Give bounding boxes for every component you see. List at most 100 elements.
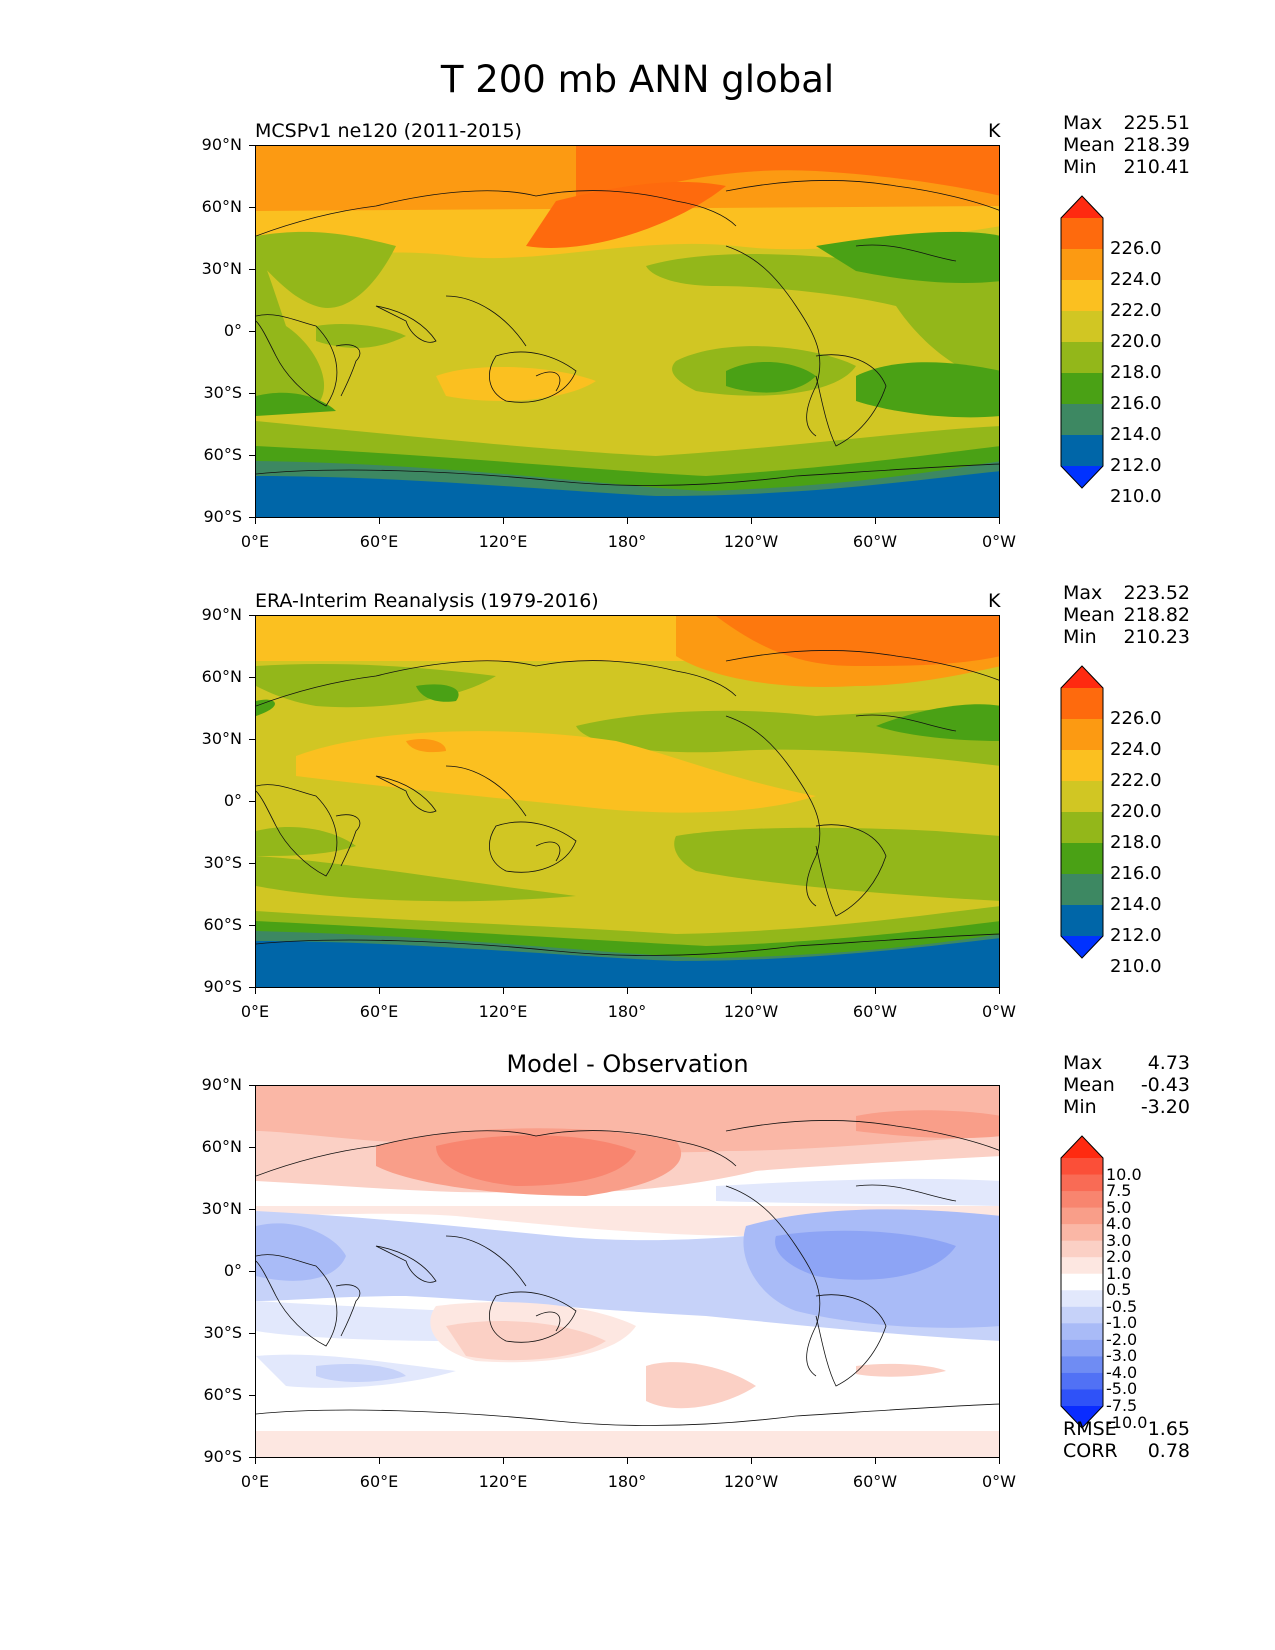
colorbar-swatch (1061, 781, 1103, 813)
colorbar-tick-label: 224.0 (1110, 269, 1162, 290)
rmse-label: RMSE (1063, 1418, 1117, 1440)
colorbar-tick-label: 212.0 (1110, 455, 1162, 476)
lat-label: 90°N (201, 135, 242, 154)
temperature-field (256, 616, 999, 987)
lon-label: 120°W (723, 1002, 779, 1021)
colorbar-tick-label: 222.0 (1110, 770, 1162, 791)
lat-label: 90°N (201, 1075, 242, 1094)
colorbar-swatch (1061, 218, 1103, 250)
lat-label: 90°S (203, 1447, 242, 1466)
coastlines (256, 1120, 999, 1426)
colorbar-tick-label: 0.5 (1106, 1280, 1132, 1300)
lon-label: 120°E (478, 1472, 528, 1491)
colorbar-swatch (1061, 1339, 1103, 1357)
colorbar-outline (1060, 1135, 1104, 1429)
lon-label: 60°E (359, 1002, 399, 1021)
colorbar-swatch (1061, 342, 1103, 374)
rmse-value: 1.65 (1147, 1418, 1190, 1440)
colorbar-swatch (1061, 1290, 1103, 1308)
coastlines (256, 180, 999, 486)
colorbar-swatch (1061, 874, 1103, 906)
colorbar-swatch (1061, 1356, 1103, 1374)
colorbar-extend-min (1061, 1406, 1103, 1428)
colorbar-tick-label: 3.0 (1106, 1230, 1132, 1250)
colorbar-tick-label: 4.0 (1106, 1214, 1132, 1234)
colorbar-tick-label: -1.0 (1106, 1313, 1138, 1333)
colorbar-extend-min (1061, 466, 1103, 488)
colorbar-tick-label: 212.0 (1110, 925, 1162, 946)
colorbar-tick-label: -7.5 (1106, 1396, 1138, 1415)
colorbar-tick-label: 226.0 (1110, 708, 1162, 729)
colorbar-swatch (1061, 750, 1103, 782)
colorbar-swatch (1061, 1158, 1103, 1176)
colorbar-swatch (1061, 1323, 1103, 1341)
colorbar-tick-label: -3.0 (1106, 1346, 1138, 1366)
stat-label: Min (1063, 626, 1097, 648)
lon-label: 0°E (240, 532, 270, 551)
colorbar-tick-label: 216.0 (1110, 393, 1162, 414)
stat-label: Max (1063, 112, 1103, 134)
colorbar: 226.0 224.0 222.0 220.0 218.0 216.0 214.0 212.0… (1060, 665, 1162, 977)
colorbar-extend-min (1061, 936, 1103, 958)
lat-label: 60°N (201, 667, 242, 686)
panel-title: MCSPv1 ne120 (2011-2015) (255, 120, 522, 142)
units-label: K (988, 120, 1001, 142)
lat-label: 60°S (203, 445, 242, 464)
stat-min: -3.20 (1140, 1096, 1190, 1118)
lat-label: 30°S (203, 383, 242, 402)
lon-label: 0°E (240, 1002, 270, 1021)
colorbar-graphic (1060, 665, 1104, 959)
colorbar-tick-label: 218.0 (1110, 832, 1162, 853)
colorbar-swatch (1061, 905, 1103, 937)
colorbar-tick-label: -2.0 (1106, 1329, 1138, 1349)
lat-label: 30°S (203, 853, 242, 872)
colorbar-tick-label: 216.0 (1110, 863, 1162, 884)
lon-label: 0°W (982, 532, 1016, 551)
colorbar-graphic (1060, 1135, 1104, 1429)
stat-label: Min (1063, 1096, 1097, 1118)
colorbar-swatch (1061, 1372, 1103, 1390)
lon-label: 180° (607, 1002, 647, 1021)
stat-label: Mean (1063, 604, 1115, 626)
colorbar-swatch (1061, 843, 1103, 875)
error-metrics: RMSE 1.65 CORR 0.78 (1063, 1418, 1190, 1462)
stat-mean: -0.43 (1140, 1074, 1190, 1096)
colorbar-tick-label: 220.0 (1110, 331, 1162, 352)
lon-label: 0°W (982, 1002, 1016, 1021)
colorbar-swatch (1061, 719, 1103, 751)
colorbar-tick-label: 2.0 (1106, 1247, 1132, 1267)
lon-label: 120°E (478, 1002, 528, 1021)
colorbar-swatch (1061, 1240, 1103, 1258)
colorbar-outline (1060, 195, 1104, 489)
colorbar-tick-label: 224.0 (1110, 739, 1162, 760)
colorbar-swatch (1061, 1257, 1103, 1275)
panel-title: ERA-Interim Reanalysis (1979-2016) (255, 590, 599, 612)
stat-mean: 218.39 (1123, 134, 1190, 156)
stat-min: 210.41 (1123, 156, 1190, 178)
units-label: K (988, 590, 1001, 612)
stats-box: Max 225.51 Mean 218.39 Min 210.41 (1063, 112, 1190, 178)
colorbar-swatch (1061, 404, 1103, 436)
lat-label: 60°S (203, 915, 242, 934)
lat-label: 30°N (201, 259, 242, 278)
colorbar-graphic (1060, 195, 1104, 489)
lat-label: 0° (223, 321, 242, 340)
colorbar: 226.0 224.0 222.0 220.0 218.0 216.0 214.0 212.0… (1060, 195, 1162, 507)
colorbar-tick-label: 214.0 (1110, 894, 1162, 915)
colorbar-tick-label: 210.0 (1110, 956, 1162, 977)
corr-label: CORR (1063, 1440, 1118, 1462)
corr-value: 0.78 (1147, 1440, 1190, 1462)
colorbar-swatch (1061, 688, 1103, 720)
colorbar-swatch (1061, 311, 1103, 343)
colorbar-tick-label: 220.0 (1110, 801, 1162, 822)
colorbar-tick-label: 10.0 (1106, 1164, 1142, 1184)
lon-label: 120°E (478, 532, 528, 551)
colorbar-swatch (1061, 1224, 1103, 1242)
stat-label: Mean (1063, 134, 1115, 156)
lon-label: 60°E (359, 1472, 399, 1491)
colorbar-extend-max (1061, 666, 1103, 688)
panel-model: MCSPv1 ne120 (2011-2015) K (0, 112, 1275, 590)
lat-label: 0° (223, 791, 242, 810)
colorbar-swatch (1061, 1207, 1103, 1225)
panel-title: Model - Observation (506, 1050, 749, 1078)
